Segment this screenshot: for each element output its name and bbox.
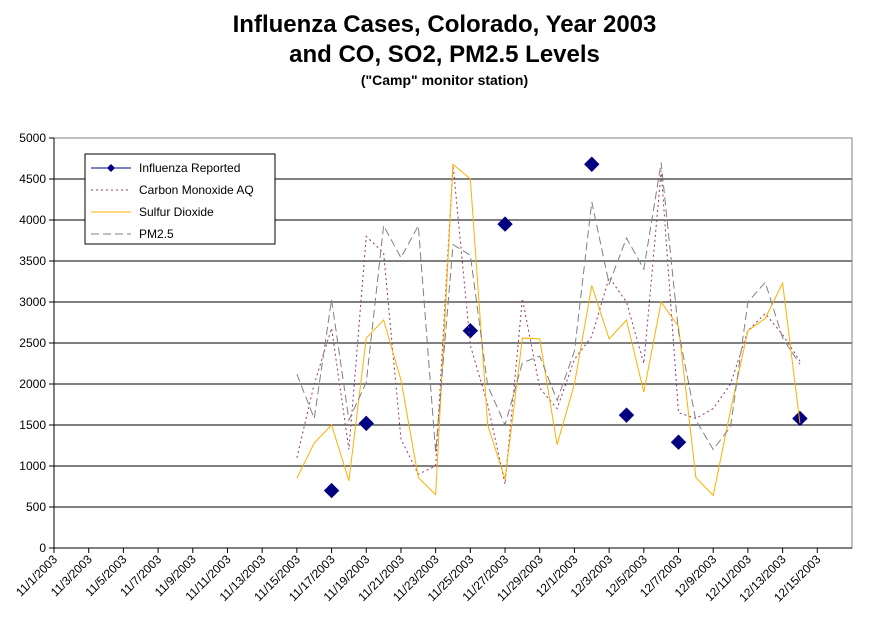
y-tick-label: 4500 bbox=[19, 172, 46, 186]
legend-label: Influenza Reported bbox=[139, 161, 240, 175]
y-tick-label: 1000 bbox=[19, 459, 46, 473]
influenza-marker bbox=[497, 216, 513, 232]
chart-title-block: Influenza Cases, Colorado, Year 2003 and… bbox=[0, 10, 889, 89]
carbon-monoxide-line bbox=[296, 164, 801, 485]
influenza-marker bbox=[584, 156, 600, 172]
y-tick-label: 2500 bbox=[19, 336, 46, 350]
chart-title-line-1: Influenza Cases, Colorado, Year 2003 bbox=[232, 11, 657, 38]
chart-title-line-2: and CO, SO2, PM2.5 Levels bbox=[289, 41, 600, 68]
legend-label: Sulfur Dioxide bbox=[139, 205, 214, 219]
sulfur-dioxide-line bbox=[296, 163, 801, 497]
influenza-marker bbox=[462, 322, 479, 339]
chart-subtitle: ("Camp" monitor station) bbox=[360, 72, 529, 88]
influenza-marker bbox=[792, 410, 808, 427]
legend: Influenza Reported Carbon Monoxide AQ Sulf… bbox=[84, 153, 276, 245]
y-tick-label: 4000 bbox=[19, 213, 46, 227]
influenza-marker bbox=[358, 415, 374, 432]
legend-label: PM2.5 bbox=[139, 227, 174, 241]
influenza-marker bbox=[670, 434, 687, 450]
legend-swatch-marker bbox=[107, 164, 115, 172]
y-tick-label: 500 bbox=[26, 500, 46, 514]
y-tick-label: 1500 bbox=[19, 418, 46, 432]
y-tick-label: 0 bbox=[39, 541, 46, 555]
influenza-marker bbox=[618, 407, 635, 423]
pm25-line bbox=[296, 162, 801, 453]
y-tick-label: 2000 bbox=[19, 377, 46, 391]
legend-box bbox=[84, 153, 276, 245]
y-tick-label: 3500 bbox=[19, 254, 46, 268]
y-tick-label: 5000 bbox=[19, 131, 46, 145]
y-tick-label: 3000 bbox=[19, 295, 46, 309]
influenza-marker bbox=[323, 482, 340, 499]
legend-label: Carbon Monoxide AQ bbox=[139, 183, 254, 197]
